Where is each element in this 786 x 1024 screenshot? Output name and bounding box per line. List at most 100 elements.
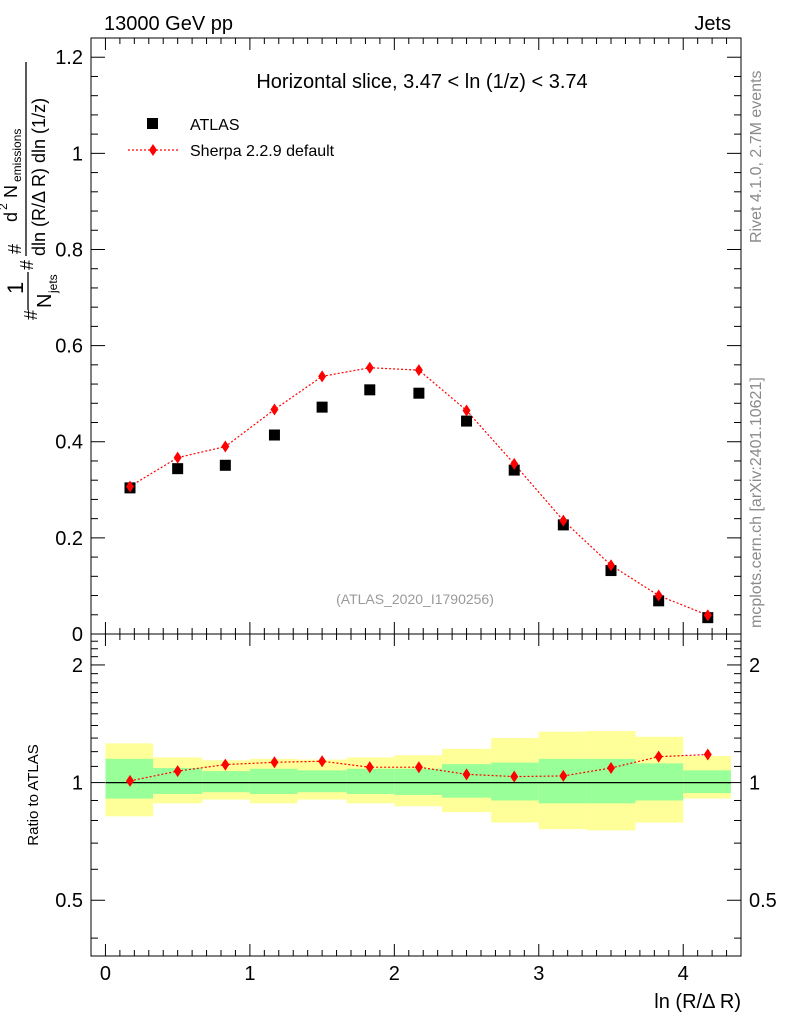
ratio-y-tick-label: 0.5 — [55, 890, 83, 912]
ratio-y-tick-labels-right: 0.5 1 2 — [749, 655, 777, 912]
main-title: Horizontal slice, 3.47 < ln (1/z) < 3.74 — [256, 71, 587, 93]
ratio-uncertainty-band — [105, 731, 731, 831]
sherpa-point — [462, 404, 471, 417]
x-tick-labels: 0 1 2 3 4 — [100, 963, 689, 985]
ratio-band-inner-bin — [635, 763, 684, 801]
atlas-point — [508, 464, 520, 476]
svg-text:dln (R/Δ R) dln (1/z): dln (R/Δ R) dln (1/z) — [29, 98, 49, 256]
x-axis-label: ln (R/Δ R) — [654, 991, 741, 1013]
svg-text:#: # — [17, 260, 37, 270]
main-y-tick-label: 0.8 — [55, 239, 83, 261]
ratio-band-inner-bin — [491, 762, 539, 801]
atlas-point — [219, 459, 231, 471]
ratio-band-inner-bin — [202, 771, 250, 793]
sherpa-ratio-point — [607, 761, 615, 774]
main-frame — [90, 37, 742, 635]
legend: ATLAS Sherpa 2.2.9 default — [128, 117, 335, 160]
x-tick-label: 2 — [389, 963, 400, 985]
ratio-band-inner-bin — [297, 770, 347, 793]
sherpa-point — [270, 403, 279, 416]
atlas-point — [316, 401, 328, 413]
svg-text:emissions: emissions — [10, 129, 24, 182]
sherpa-point — [703, 609, 712, 622]
sherpa-ratio-point — [654, 750, 663, 763]
legend-atlas-label: ATLAS — [190, 117, 240, 134]
legend-sherpa-marker — [149, 144, 157, 156]
main-y-tick-labels: 0 0.2 0.4 0.6 0.8 1 1.2 — [55, 47, 83, 646]
sherpa-point — [126, 480, 134, 493]
svg-text:#: # — [5, 244, 25, 254]
sherpa-ratio-point — [462, 768, 471, 781]
sherpa-point — [221, 440, 230, 453]
ratio-panel: 0.5 1 2 0.5 1 2 0 1 2 3 4 Ratio to ATLAS ln (R/Δ… — [25, 633, 777, 1013]
ratio-band-inner-bin — [538, 758, 587, 804]
svg-text:#: # — [21, 310, 41, 320]
ratio-y-axis-label: Ratio to ATLAS — [25, 744, 42, 845]
ratio-frame — [90, 633, 742, 957]
svg-text:d: d — [1, 212, 21, 222]
sherpa-point — [318, 370, 327, 383]
ratio-series-layer — [126, 748, 712, 787]
svg-text:jets: jets — [46, 274, 60, 294]
ratio-axis-ticks — [91, 633, 742, 956]
sherpa-point — [414, 364, 423, 377]
main-y-tick-label: 0.2 — [55, 528, 83, 550]
sherpa-line — [129, 367, 709, 616]
main-y-tick-label: 1 — [72, 143, 83, 165]
rivet-version-label: Rivet 4.1.0, 2.7M events — [748, 70, 765, 243]
main-y-tick-label: 0.4 — [55, 432, 83, 454]
main-axis-ticks — [91, 37, 742, 635]
sherpa-ratio-point — [318, 755, 327, 768]
atlas-point — [364, 384, 376, 396]
sherpa-point — [559, 514, 568, 527]
sherpa-ratio-point — [559, 769, 568, 782]
main-y-tick-label: 1.2 — [55, 47, 83, 69]
atlas-point — [268, 429, 280, 441]
sherpa-point — [510, 457, 519, 470]
ratio-band-inner-bin — [346, 768, 395, 795]
sherpa-ratio-point — [270, 756, 279, 769]
ratio-y-tick-label-right: 2 — [749, 655, 760, 677]
ratio-band-inner-bin — [394, 768, 442, 795]
sherpa-ratio-point — [703, 748, 712, 761]
svg-text:N: N — [34, 294, 56, 308]
energy-label: 13000 GeV pp — [104, 13, 233, 35]
ratio-y-tick-label-right: 0.5 — [749, 890, 777, 912]
x-tick-label: 3 — [533, 963, 544, 985]
ratio-y-tick-label: 2 — [72, 655, 83, 677]
legend-atlas-marker — [147, 118, 158, 129]
sherpa-ratio-point — [126, 774, 134, 787]
x-tick-label: 4 — [678, 963, 689, 985]
sherpa-ratio-point — [510, 770, 519, 783]
sherpa-ratio-point — [414, 761, 423, 774]
sherpa-point — [365, 361, 374, 374]
sherpa-ratio-point — [221, 758, 230, 771]
ratio-y-tick-labels: 0.5 1 2 — [55, 655, 83, 912]
sherpa-point — [607, 559, 615, 572]
mcplots-label: mcplots.cern.ch [arXiv:2401.10621] — [748, 377, 765, 628]
atlas-point — [461, 415, 473, 427]
ratio-y-tick-label-right: 1 — [749, 773, 760, 795]
atlas-point — [413, 387, 425, 399]
main-y-tick-label: 0.6 — [55, 336, 83, 358]
sherpa-point — [173, 451, 182, 464]
ratio-y-tick-label: 1 — [72, 773, 83, 795]
ratio-band-inner-bin — [249, 768, 298, 795]
sherpa-ratio-point — [365, 761, 374, 774]
analysis-watermark: (ATLAS_2020_I1790256) — [336, 591, 494, 607]
sherpa-ratio-point — [173, 765, 182, 778]
sherpa-point — [654, 589, 663, 602]
ratio-band-inner-bin — [683, 770, 731, 794]
main-y-tick-label: 0 — [72, 624, 83, 646]
main-series-layer — [124, 361, 714, 624]
main-panel: 0 0.2 0.4 0.6 0.8 1 1.2 Horizontal slice, 3.47… — [0, 37, 742, 646]
x-tick-label: 1 — [244, 963, 255, 985]
svg-text:N: N — [1, 185, 21, 198]
svg-text:1: 1 — [3, 282, 28, 294]
main-y-axis-label: # 1 N jets # d 2 N emissions # dln (R/Δ … — [0, 62, 60, 320]
x-tick-label: 0 — [100, 963, 111, 985]
svg-text:2: 2 — [0, 203, 10, 210]
legend-sherpa-label: Sherpa 2.2.9 default — [190, 143, 335, 160]
atlas-point — [172, 463, 184, 475]
